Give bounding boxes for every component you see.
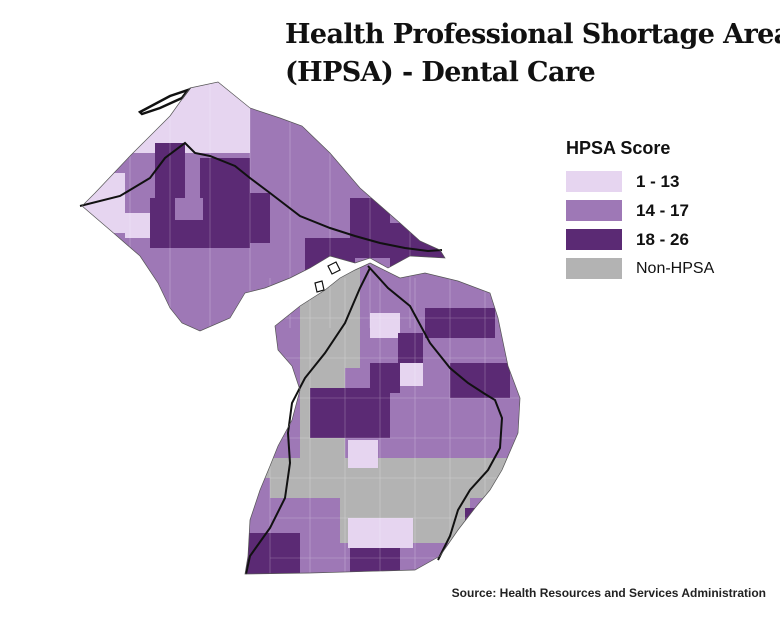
legend-swatch-low: [566, 171, 622, 192]
source-credit: Source: Health Resources and Services Ad…: [451, 586, 766, 600]
legend-label-mid: 14 - 17: [636, 200, 689, 220]
lake-shoreline: [79, 87, 504, 575]
legend-label-high: 18 - 26: [636, 229, 689, 249]
legend-swatch-high: [566, 229, 622, 250]
map-legend: HPSA Score 1 - 13 14 - 17 18 - 26 Non-HP…: [566, 138, 714, 283]
peninsula-outlines: [81, 81, 521, 575]
legend-label-non-hpsa: Non-HPSA: [636, 259, 715, 277]
lower-peninsula-counties: [245, 263, 520, 574]
legend-item-mid: 14 - 17: [566, 196, 714, 225]
legend-swatch-mid: [566, 200, 622, 221]
legend-title: HPSA Score: [566, 138, 671, 158]
legend-label-low: 1 - 13: [636, 171, 680, 191]
map-title-line-2: (HPSA) - Dental Care: [285, 57, 596, 88]
legend-item-high: 18 - 26: [566, 225, 714, 254]
map-title: Health Professional Shortage Area (HPSA)…: [285, 16, 780, 92]
legend-item-low: 1 - 13: [566, 167, 714, 196]
map-title-line-1: Health Professional Shortage Area: [285, 19, 780, 50]
legend-swatch-non-hpsa: [566, 258, 622, 279]
michigan-map: [79, 78, 521, 578]
islands: [314, 261, 341, 293]
legend-item-non-hpsa: Non-HPSA: [566, 254, 714, 283]
county-grid-lines: [129, 78, 520, 578]
